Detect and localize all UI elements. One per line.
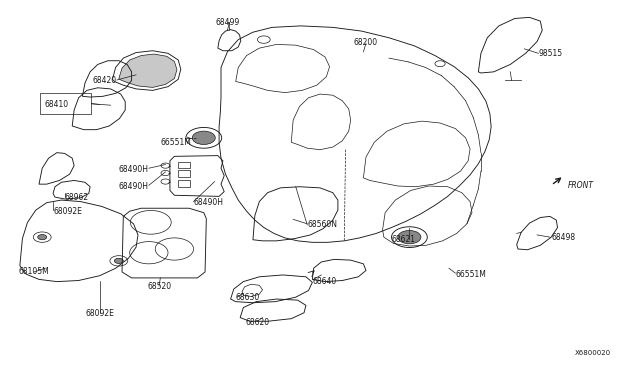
Text: 68420: 68420 <box>93 76 117 85</box>
Circle shape <box>192 131 215 144</box>
Polygon shape <box>119 54 177 87</box>
Bar <box>178 161 189 168</box>
Text: X6800020: X6800020 <box>575 350 611 356</box>
Text: 68490H: 68490H <box>119 165 149 174</box>
Circle shape <box>38 235 47 240</box>
Text: 98515: 98515 <box>538 49 563 58</box>
Text: 68962: 68962 <box>65 193 89 202</box>
Text: 68560N: 68560N <box>307 221 337 230</box>
Text: 68410: 68410 <box>44 100 68 109</box>
Text: 66551M: 66551M <box>456 270 486 279</box>
Text: 68092E: 68092E <box>85 310 114 318</box>
Bar <box>178 170 189 177</box>
Text: 68498: 68498 <box>551 232 575 242</box>
Text: 66551M: 66551M <box>160 138 191 147</box>
Circle shape <box>115 258 124 263</box>
Text: 68520: 68520 <box>147 282 171 291</box>
Text: 68105M: 68105M <box>19 267 49 276</box>
Text: 68621: 68621 <box>392 235 415 244</box>
Text: 68490H: 68490H <box>119 182 149 190</box>
Text: FRONT: FRONT <box>568 181 594 190</box>
Text: 68499: 68499 <box>215 18 239 27</box>
Text: 68640: 68640 <box>312 277 337 286</box>
Bar <box>178 180 189 187</box>
Bar <box>40 93 92 114</box>
Text: 68200: 68200 <box>354 38 378 47</box>
Text: 68620: 68620 <box>245 318 269 327</box>
Text: 68490H: 68490H <box>193 198 223 207</box>
Text: 68630: 68630 <box>236 294 260 302</box>
Text: 68092E: 68092E <box>53 207 82 216</box>
Circle shape <box>398 231 421 244</box>
